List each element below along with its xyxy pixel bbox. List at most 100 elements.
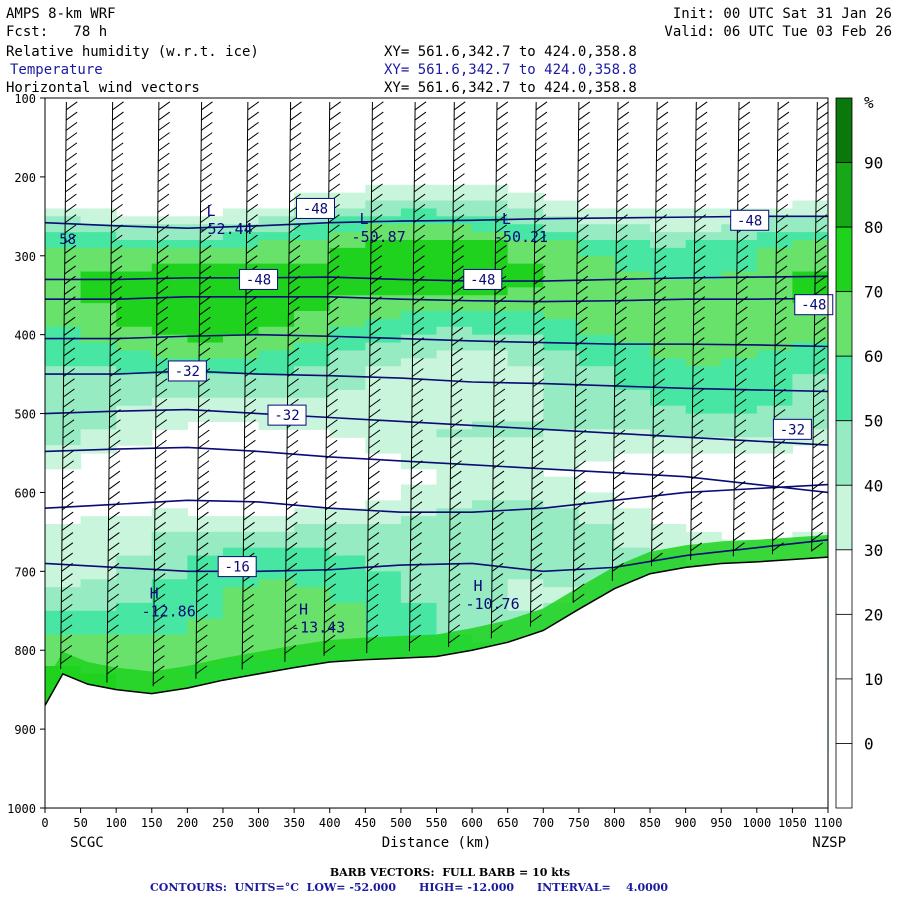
- wind-barb-flag: [695, 101, 708, 111]
- wind-barb-flag: [371, 111, 384, 121]
- rh-cell: [400, 303, 438, 312]
- rh-cell: [543, 539, 580, 549]
- rh-cell: [472, 200, 509, 210]
- rh-cell: [116, 247, 153, 257]
- rh-cell: [436, 602, 473, 612]
- wind-barb-flag: [368, 409, 381, 418]
- wind-barb-flag: [535, 121, 548, 131]
- wind-barb-flag: [328, 162, 341, 172]
- wind-barb-flag: [656, 142, 668, 152]
- wind-barb-flag: [197, 450, 210, 459]
- wind-barb-flag: [655, 183, 668, 193]
- rh-cell: [507, 334, 544, 344]
- rh-cell: [187, 224, 224, 233]
- wind-barb-flag: [289, 193, 301, 203]
- rh-cell: [294, 263, 331, 273]
- rh-cell: [329, 255, 366, 265]
- wind-barb-flag: [60, 634, 73, 644]
- wind-barb-flag: [196, 593, 208, 603]
- rh-cell: [329, 634, 366, 643]
- wind-barb-flag: [656, 162, 668, 172]
- rh-cell: [436, 366, 473, 375]
- rh-cell: [578, 224, 616, 233]
- wind-barb-flag: [615, 245, 628, 254]
- colorbar-tick-label: 50: [864, 412, 883, 431]
- wind-barb-flag: [651, 532, 664, 541]
- rh-cell: [151, 263, 188, 273]
- y-tick-label: 900: [14, 723, 36, 737]
- rh-cell: [329, 366, 366, 375]
- wind-barb-flag: [323, 644, 336, 654]
- wind-barb-flag: [534, 193, 547, 203]
- rh-cell: [222, 531, 260, 541]
- wind-barb-flag: [496, 121, 508, 131]
- wind-barb-flag: [156, 327, 168, 336]
- wind-barb-flag: [613, 409, 626, 418]
- rh-cell: [258, 634, 295, 643]
- rh-cell: [507, 587, 544, 596]
- rh-cell: [472, 342, 509, 352]
- wind-barb-flag: [496, 142, 508, 152]
- wind-barb-flag: [448, 624, 461, 634]
- wind-barb-flag: [287, 388, 299, 398]
- wind-barb-flag: [811, 501, 824, 511]
- wind-barb-flag: [284, 614, 297, 624]
- rh-cell: [792, 437, 829, 446]
- rh-cell: [400, 445, 438, 454]
- rh-cell: [578, 232, 616, 241]
- wind-barb-flag: [576, 286, 588, 295]
- wind-barb-flag: [368, 419, 381, 429]
- wind-barb-flag: [654, 296, 666, 306]
- wind-barb-flag: [285, 552, 298, 562]
- rh-cell: [507, 350, 544, 359]
- rh-cell: [80, 366, 117, 375]
- wind-barb-flag: [197, 501, 209, 511]
- rh-cell: [222, 610, 260, 620]
- rh-cell: [258, 531, 295, 541]
- wind-barb-flag: [60, 614, 73, 624]
- rh-cell: [400, 279, 438, 288]
- init-time: Init: 00 UTC Sat 31 Jan 26: [672, 6, 892, 22]
- wind-barb-flag: [288, 275, 301, 285]
- colorbar-swatch: [835, 355, 853, 422]
- rh-cell: [329, 247, 366, 257]
- rh-cell: [650, 445, 687, 454]
- rh-cell: [614, 374, 651, 383]
- wind-barb-flag: [199, 245, 212, 254]
- wind-barb-flag: [412, 327, 425, 336]
- colorbar-swatch: [835, 291, 853, 357]
- wind-barb-flag: [158, 101, 171, 111]
- rh-cell: [294, 547, 331, 557]
- wind-barb-flag: [410, 521, 422, 531]
- rh-cell: [507, 437, 544, 446]
- rh-cell: [436, 460, 473, 470]
- wind-barb-flag: [448, 583, 461, 593]
- rh-cell: [436, 334, 473, 344]
- rh-cell: [329, 555, 366, 565]
- rh-cell: [650, 318, 687, 328]
- wind-barb-flag: [733, 501, 746, 511]
- rh-cell: [80, 642, 117, 651]
- wind-barb-flag: [776, 173, 789, 183]
- rh-cell: [80, 516, 117, 525]
- rh-cell: [614, 311, 651, 320]
- wind-barb-flag: [200, 193, 212, 203]
- wind-barb-flag: [288, 265, 301, 275]
- wind-barb-flag: [198, 398, 210, 408]
- rh-cell: [45, 232, 82, 241]
- rh-cell: [80, 429, 117, 438]
- wind-barb-flag: [453, 162, 465, 172]
- rh-cell: [685, 216, 722, 225]
- wind-barb-flag: [288, 316, 300, 326]
- wind-barb-flag: [155, 419, 168, 429]
- rh-cell: [792, 279, 829, 288]
- wind-barb-flag: [61, 583, 73, 593]
- wind-barb-flag: [577, 152, 590, 162]
- wind-barb-flag: [653, 347, 666, 357]
- colorbar-tick-label: 30: [864, 541, 883, 560]
- wind-barb-flag: [158, 142, 170, 152]
- rh-cell: [294, 389, 331, 399]
- wind-barb-flag: [326, 347, 339, 357]
- wind-barb-flag: [414, 101, 427, 111]
- rh-cell: [650, 413, 687, 423]
